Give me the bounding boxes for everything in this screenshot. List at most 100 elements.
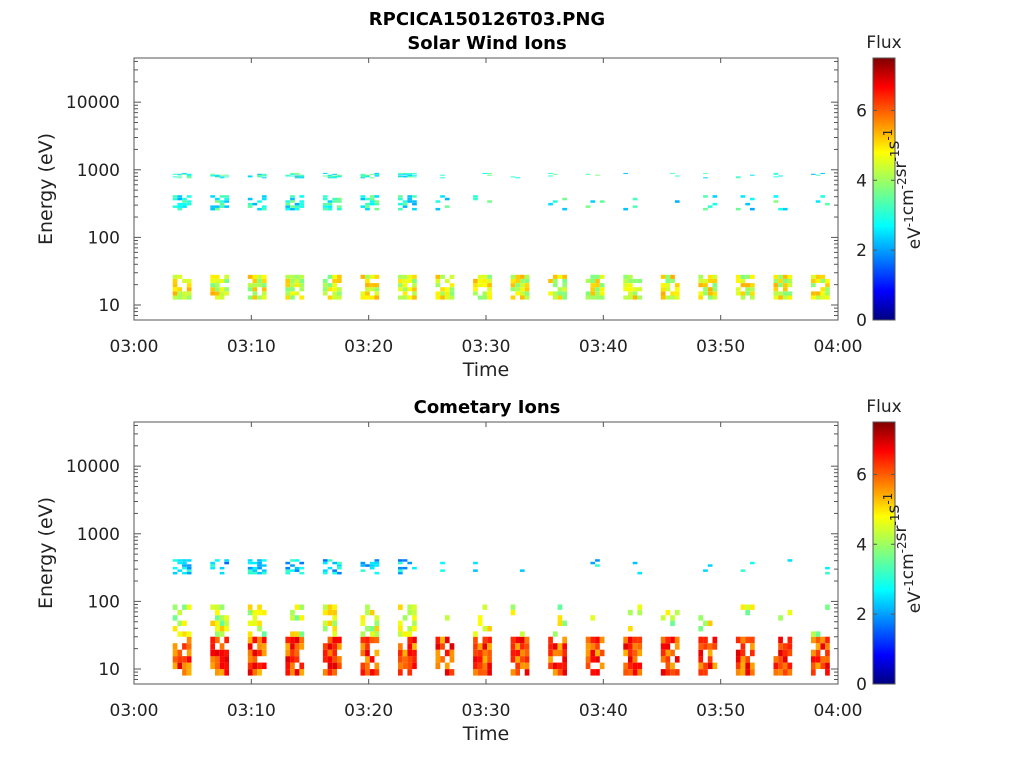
heatmap-cell [482,649,488,657]
heatmap-cell [825,566,830,570]
y-tick-label: 10000 [66,93,120,113]
heatmap-cell [247,636,253,644]
heatmap-cell [177,561,183,565]
heatmap-cell [712,287,718,292]
heatmap-cell [665,662,671,670]
heatmap-cell [449,274,455,279]
heatmap-cell [707,662,713,670]
heatmap-cell [172,559,178,562]
heatmap-cell [337,175,342,177]
heatmap-cell [637,669,643,676]
heatmap-cell [515,649,520,657]
heatmap-cell [327,620,333,626]
heatmap-cell [825,287,830,292]
colorbar-units: eV-1cm-2sr-1s-1 [881,129,925,250]
heatmap-cell [670,649,675,657]
heatmap-cell [815,636,821,644]
heatmap-cell [219,649,225,657]
heatmap-cell [412,207,417,211]
heatmap-cell [261,295,267,300]
heatmap-cell [585,656,591,663]
heatmap-cell [337,278,342,283]
heatmap-cell [177,662,183,670]
heatmap-cell [261,649,267,657]
heatmap-cell [562,207,567,211]
heatmap-cell [670,615,675,621]
heatmap-cell [735,662,741,670]
heatmap-cell [365,604,370,610]
heatmap-cell [219,278,225,283]
heatmap-cell [290,205,295,208]
heatmap-cell [778,278,783,283]
heatmap-cell [261,564,267,567]
heatmap-cell [628,274,633,279]
heatmap-cell [398,561,403,565]
heatmap-cell [322,604,328,610]
heatmap-cell [215,669,220,676]
heatmap-cell [703,177,708,179]
heatmap-cell [444,662,450,670]
heatmap-cell [290,669,295,676]
heatmap-cell [210,620,215,626]
heatmap-cell [590,200,596,203]
heatmap-cell [177,620,183,626]
heatmap-cell [557,662,563,670]
heatmap-cell [257,283,262,288]
heatmap-cell [285,566,291,570]
heatmap-cell [412,274,417,279]
heatmap-cell [590,615,596,621]
heatmap-cell [337,571,342,575]
heatmap-cell [332,200,337,203]
heatmap-cell [562,287,567,292]
heatmap-cell [257,295,262,300]
heatmap-cell [665,295,671,300]
heatmap-cell [374,636,380,644]
heatmap-cell [215,283,220,288]
heatmap-cell [299,176,305,178]
heatmap-cell [374,274,380,279]
heatmap-cell [773,195,779,198]
heatmap-cell [210,561,215,565]
heatmap-cell [186,283,192,288]
heatmap-cell [487,274,492,279]
heatmap-cell [815,295,821,300]
heatmap-cell [552,173,558,175]
heatmap-cell [261,274,267,279]
heatmap-cell [698,662,704,670]
heatmap-cell [365,649,370,657]
heatmap-cell [294,656,300,663]
heatmap-cell [674,609,680,616]
heatmap-cell [182,566,187,570]
x-axis-label: Time [462,723,510,745]
heatmap-cell [487,669,492,676]
heatmap-cell [172,195,178,198]
heatmap-cell [562,274,567,279]
heatmap-cell [477,274,483,279]
heatmap-cell [247,559,253,562]
heatmap-cell [820,636,826,644]
heatmap-cell [637,287,643,292]
heatmap-cell [290,274,295,279]
heatmap-cell [407,200,413,203]
heatmap-cell [257,649,262,657]
heatmap-cell [477,669,483,676]
heatmap-cell [332,636,337,644]
heatmap-cell [740,662,746,670]
heatmap-cell [332,571,337,575]
heatmap-cell [520,631,525,637]
heatmap-cell [811,278,816,283]
heatmap-cell [257,200,262,203]
heatmap-cell [778,656,783,663]
heatmap-cell [623,669,628,676]
heatmap-cell [219,566,225,570]
figure-title: RPCICA150126T03.PNG [369,9,605,30]
heatmap-cell [735,274,741,279]
heatmap-cell [332,649,337,657]
heatmap-cell [595,287,600,292]
heatmap-cell [182,200,187,203]
heatmap-cell [637,295,643,300]
heatmap-cell [299,631,305,637]
heatmap-cell [552,669,558,676]
heatmap-cell [440,174,445,176]
heatmap-cell [252,609,258,616]
